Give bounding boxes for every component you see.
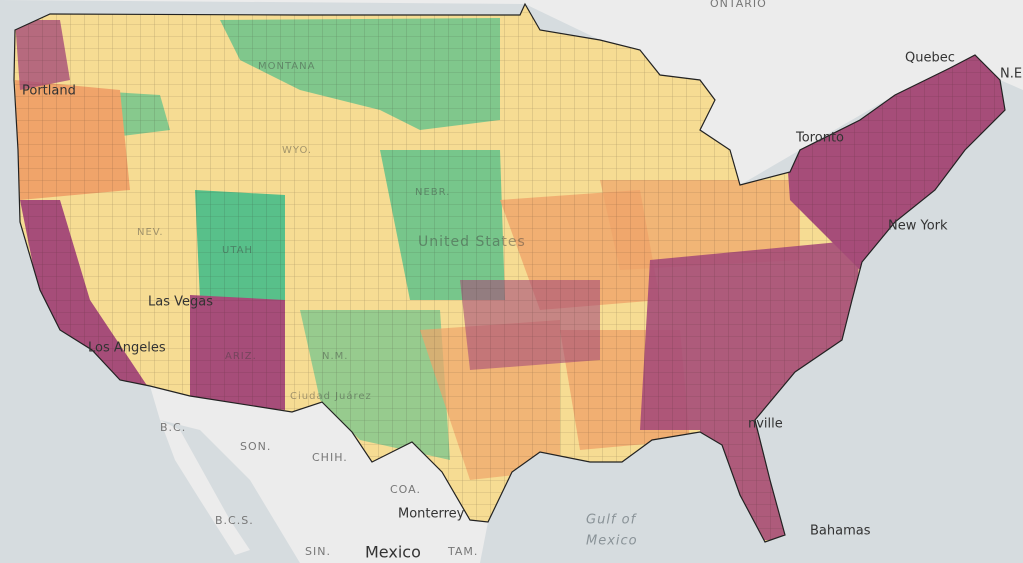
place-label: N.M. (322, 351, 348, 362)
place-label: NEBR. (415, 187, 450, 198)
place-label: Monterrey (398, 507, 465, 522)
place-label: Las Vegas (148, 295, 213, 310)
place-label: Los Angeles (88, 341, 166, 356)
place-label: SON. (240, 440, 271, 453)
place-label: NEV. (137, 227, 164, 238)
place-label: ONTARIO (710, 0, 767, 10)
place-label: Toronto (795, 131, 844, 146)
place-label: TAM. (447, 545, 478, 558)
place-label: Ciudad Juárez (290, 390, 372, 402)
place-label: CHIH. (312, 451, 348, 464)
place-label: Gulf of (586, 513, 638, 528)
place-label: ARIZ. (225, 351, 257, 362)
place-label: Quebec (905, 51, 955, 66)
place-label: UTAH (222, 245, 253, 256)
place-label: Bahamas (810, 524, 871, 539)
canada (0, 0, 1023, 185)
place-label: COA. (390, 483, 421, 496)
place-label: B.C.S. (215, 514, 254, 527)
place-label: MONTANA (258, 61, 315, 72)
place-label: United States (418, 234, 526, 250)
place-label: Mexico (365, 543, 421, 562)
place-label: nville (748, 417, 783, 432)
place-label: B.C. (160, 421, 186, 434)
place-label: N.E (1000, 67, 1022, 82)
place-label: WYO. (282, 145, 312, 156)
place-label: Mexico (586, 534, 638, 549)
place-label: New York (888, 219, 948, 234)
place-label: SIN. (305, 545, 331, 558)
baja (160, 420, 250, 555)
place-label: Portland (22, 84, 76, 99)
mexico (150, 386, 488, 563)
